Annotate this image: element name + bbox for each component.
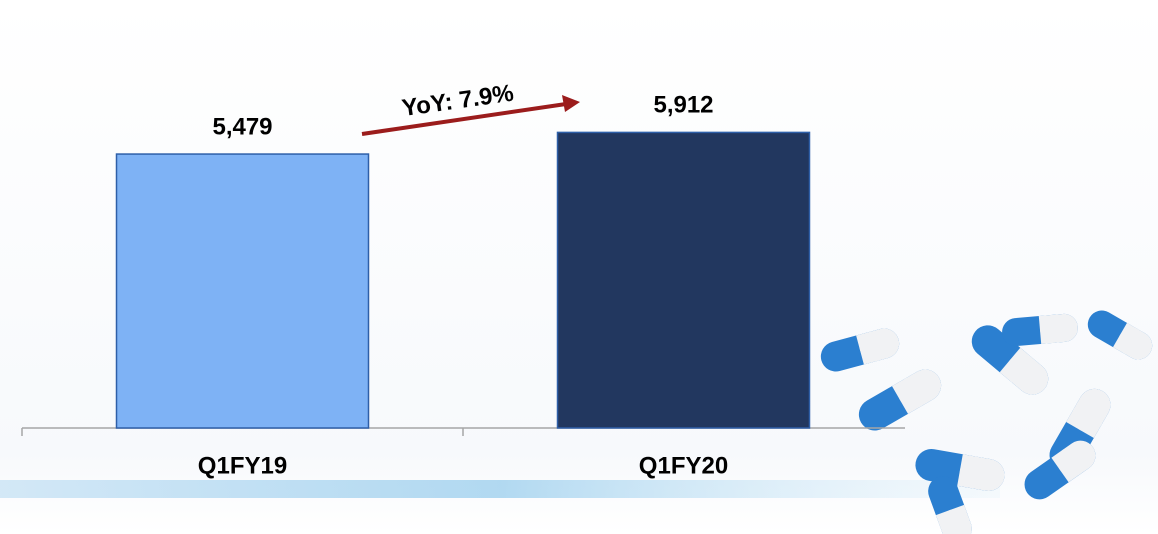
bar	[556, 131, 811, 429]
x-tick-label: Q1FY19	[198, 452, 287, 479]
bar	[115, 153, 370, 429]
decor-streak	[0, 480, 1000, 498]
yoy-arrow	[361, 102, 567, 136]
value-label: 5,912	[653, 92, 713, 119]
x-tick-label: Q1FY20	[639, 452, 728, 479]
pills-decor	[820, 310, 1153, 534]
value-label: 5,479	[212, 113, 272, 140]
yoy-arrowhead	[562, 95, 580, 112]
